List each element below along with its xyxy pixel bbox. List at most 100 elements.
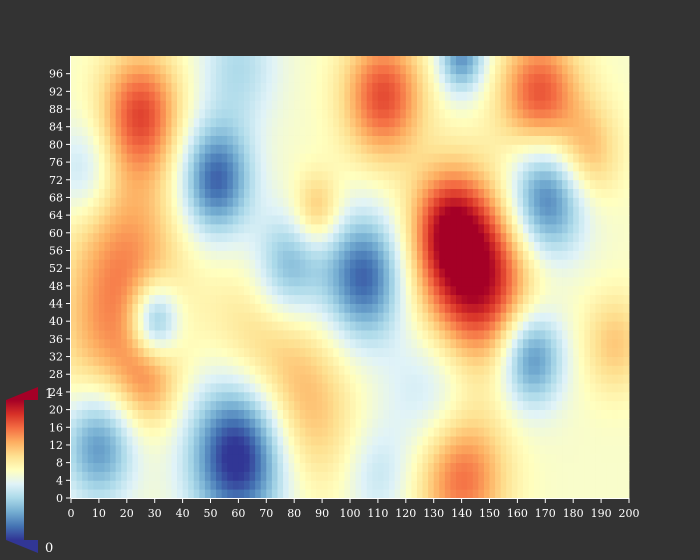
heatmap-cell bbox=[495, 374, 502, 384]
heatmap-cell bbox=[171, 330, 178, 340]
heatmap-cell bbox=[350, 56, 356, 66]
heatmap-cell bbox=[199, 82, 206, 92]
heatmap-cell bbox=[333, 82, 340, 92]
heatmap-cell bbox=[389, 109, 396, 119]
heatmap-cell bbox=[132, 91, 139, 101]
heatmap-cell bbox=[322, 338, 329, 349]
heatmap-cell bbox=[221, 444, 228, 455]
heatmap-cell bbox=[578, 56, 585, 66]
heatmap-cell bbox=[556, 321, 563, 331]
heatmap-cell bbox=[165, 259, 172, 269]
heatmap-cell bbox=[221, 56, 228, 66]
heatmap-cell bbox=[260, 170, 267, 181]
heatmap-cell bbox=[389, 162, 396, 172]
heatmap-cell bbox=[366, 232, 373, 243]
heatmap-cell bbox=[539, 64, 546, 75]
heatmap-cell bbox=[389, 480, 396, 490]
heatmap-cell bbox=[243, 179, 250, 189]
heatmap-cell bbox=[495, 391, 502, 402]
heatmap-cell bbox=[601, 427, 608, 437]
heatmap-cell bbox=[394, 330, 401, 340]
heatmap-cell bbox=[221, 391, 228, 402]
heatmap-cell bbox=[132, 321, 139, 331]
heatmap-cell bbox=[411, 259, 418, 269]
heatmap-cell bbox=[383, 374, 390, 384]
heatmap-cell bbox=[444, 338, 451, 349]
heatmap-cell bbox=[400, 383, 407, 393]
heatmap-cell bbox=[126, 418, 133, 428]
heatmap-cell bbox=[606, 462, 613, 472]
heatmap-cell bbox=[500, 347, 507, 357]
heatmap-cell bbox=[495, 427, 502, 437]
heatmap-cell bbox=[383, 232, 390, 243]
heatmap-cell bbox=[573, 73, 580, 83]
heatmap-cell bbox=[383, 365, 390, 375]
heatmap-cell bbox=[389, 436, 396, 446]
heatmap-cell bbox=[584, 153, 591, 163]
heatmap-cell bbox=[366, 206, 373, 216]
heatmap-cell bbox=[294, 391, 301, 402]
heatmap-cell bbox=[299, 427, 306, 437]
heatmap-cell bbox=[433, 277, 440, 287]
heatmap-cell bbox=[310, 391, 317, 402]
heatmap-cell bbox=[93, 338, 100, 349]
heatmap-cell bbox=[160, 400, 167, 410]
heatmap-cell bbox=[126, 215, 133, 225]
heatmap-cell bbox=[511, 188, 518, 198]
heatmap-cell bbox=[160, 268, 167, 278]
heatmap-cell bbox=[310, 277, 317, 287]
heatmap-cell bbox=[210, 170, 217, 181]
heatmap-cell bbox=[327, 197, 334, 207]
heatmap-cell bbox=[389, 100, 396, 110]
heatmap-cell bbox=[428, 126, 435, 136]
heatmap-cell bbox=[104, 153, 111, 163]
heatmap-cell bbox=[500, 489, 507, 499]
heatmap-cell bbox=[617, 409, 624, 419]
heatmap-cell bbox=[539, 268, 546, 278]
heatmap-cell bbox=[539, 383, 546, 393]
heatmap-cell bbox=[534, 82, 541, 92]
heatmap-cell bbox=[271, 232, 278, 243]
heatmap-cell bbox=[550, 126, 557, 136]
heatmap-cell bbox=[517, 241, 524, 251]
heatmap-cell bbox=[93, 162, 100, 172]
heatmap-cell bbox=[400, 215, 407, 225]
heatmap-cell bbox=[82, 170, 89, 181]
heatmap-cell bbox=[104, 64, 111, 75]
heatmap-cell bbox=[545, 126, 552, 136]
heatmap-cell bbox=[433, 462, 440, 472]
heatmap-cell bbox=[199, 170, 206, 181]
heatmap-cell bbox=[243, 144, 250, 154]
heatmap-cell bbox=[255, 179, 262, 189]
heatmap-cell bbox=[456, 56, 462, 66]
heatmap-cell bbox=[255, 153, 262, 163]
heatmap-cell bbox=[322, 409, 329, 419]
heatmap-cell bbox=[310, 268, 317, 278]
heatmap-cell bbox=[344, 223, 351, 234]
heatmap-cell bbox=[389, 64, 396, 75]
heatmap-cell bbox=[478, 73, 485, 83]
heatmap-cell bbox=[556, 117, 563, 128]
heatmap-cell bbox=[601, 409, 608, 419]
heatmap-cell bbox=[522, 321, 529, 331]
heatmap-cell bbox=[333, 365, 340, 375]
heatmap-cell bbox=[327, 427, 334, 437]
heatmap-cell bbox=[143, 82, 150, 92]
heatmap-cell bbox=[361, 82, 368, 92]
heatmap-cell bbox=[104, 188, 111, 198]
heatmap-cell bbox=[165, 162, 172, 172]
heatmap-cell bbox=[232, 241, 239, 251]
heatmap-cell bbox=[366, 73, 373, 83]
heatmap-cell bbox=[483, 453, 490, 464]
heatmap-cell bbox=[550, 471, 557, 481]
heatmap-cell bbox=[550, 444, 557, 455]
heatmap-cell bbox=[93, 135, 100, 145]
heatmap-cell bbox=[171, 436, 178, 446]
heatmap-cell bbox=[578, 374, 585, 384]
heatmap-cell bbox=[188, 56, 195, 66]
heatmap-cell bbox=[193, 312, 200, 322]
heatmap-cell bbox=[545, 179, 552, 189]
heatmap-cell bbox=[350, 356, 356, 366]
heatmap-cell bbox=[104, 56, 111, 66]
heatmap-cell bbox=[216, 462, 223, 472]
